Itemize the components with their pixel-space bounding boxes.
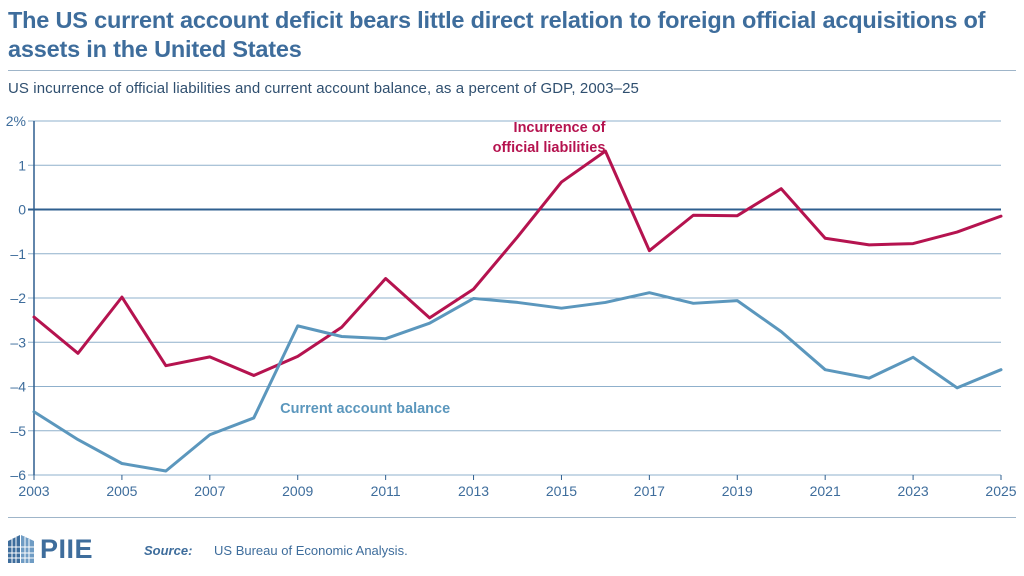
- y-tick-label: –6: [10, 467, 26, 483]
- x-tick-label: 2003: [18, 483, 49, 499]
- x-tick-label: 2009: [282, 483, 313, 499]
- x-tick-label: 2015: [546, 483, 577, 499]
- footer-rule: [8, 517, 1016, 518]
- liabilities-label: official liabilities: [493, 140, 606, 156]
- source-text: US Bureau of Economic Analysis.: [214, 543, 408, 558]
- y-tick-label: 0: [18, 202, 26, 218]
- y-tick-label: –1: [10, 246, 26, 262]
- current-account-line: [32, 291, 1003, 473]
- series-lines: [32, 149, 1003, 473]
- y-tick-label: –3: [10, 334, 26, 350]
- piie-logo: PIIE: [8, 531, 93, 567]
- liabilities-label: Incurrence of: [514, 120, 606, 136]
- piie-logo-text: PIIE: [40, 533, 94, 564]
- y-tick-label: 1: [18, 157, 26, 173]
- y-tick-label: –5: [10, 423, 26, 439]
- x-tick-label: 2013: [458, 483, 489, 499]
- chart-subtitle: US incurrence of official liabilities an…: [8, 80, 639, 97]
- x-tick-label: 2017: [634, 483, 665, 499]
- x-tick-label: 2023: [898, 483, 929, 499]
- title-rule: [8, 70, 1016, 71]
- x-tick-label: 2011: [371, 483, 401, 499]
- grid-lines: [28, 120, 1001, 476]
- y-tick-label: 2%: [6, 113, 26, 129]
- piie-logo-icon: [8, 535, 34, 563]
- source-label: Source:: [144, 543, 193, 558]
- x-tick-label: 2007: [194, 483, 225, 499]
- x-tick-label: 2019: [722, 483, 753, 499]
- x-tick-label: 2005: [106, 483, 137, 499]
- x-tick-label: 2021: [810, 483, 841, 499]
- chart-title: The US current account deficit bears lit…: [8, 7, 986, 62]
- current-account-label: Current account balance: [280, 401, 450, 417]
- source-note: Source: US Bureau of Economic Analysis.: [144, 543, 408, 558]
- x-tick-label: 2025: [985, 483, 1016, 499]
- liabilities-line: [32, 149, 1003, 377]
- y-tick-label: –2: [10, 290, 26, 306]
- series-labels: Incurrence of official liabilities Current…: [280, 120, 605, 417]
- y-tick-label: –4: [10, 379, 26, 395]
